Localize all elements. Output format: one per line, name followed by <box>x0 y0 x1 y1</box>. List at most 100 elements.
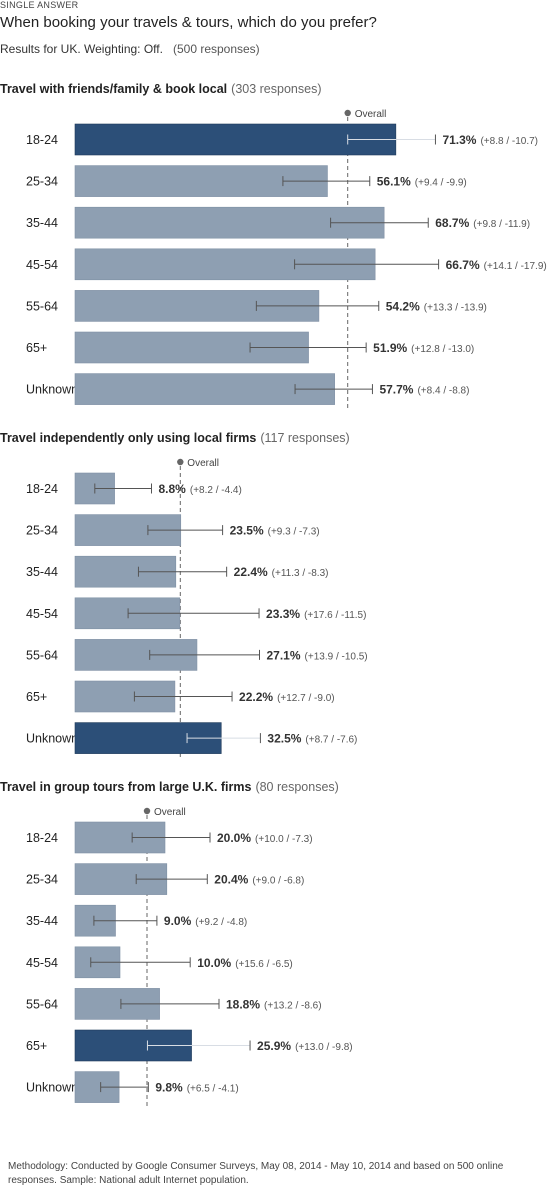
error-bar <box>255 300 380 311</box>
overall-marker-icon <box>143 807 151 815</box>
value-percent: 22.2% <box>239 690 273 704</box>
error-range-label: (+9.0 / -6.8) <box>252 876 304 887</box>
category-label: 45-54 <box>26 258 58 272</box>
value-label: 23.5% (+9.3 / -7.3) <box>230 524 320 538</box>
value-label: 56.1% (+9.4 / -9.9) <box>377 175 467 189</box>
chart-title-text: Travel in group tours from large U.K. fi… <box>0 780 252 794</box>
category-label: 35-44 <box>26 914 58 928</box>
error-bar <box>146 1040 251 1051</box>
question-title: When booking your travels & tours, which… <box>0 14 377 31</box>
value-percent: 20.0% <box>217 831 251 845</box>
category-label: 55-64 <box>26 299 58 313</box>
error-bar <box>149 649 260 660</box>
error-bar <box>186 733 261 744</box>
category-label: 18-24 <box>26 133 58 147</box>
value-percent: 51.9% <box>373 341 407 355</box>
chart-title-text: Travel independently only using local fi… <box>0 431 257 445</box>
error-range-label: (+13.2 / -8.6) <box>264 1000 322 1011</box>
value-percent: 10.0% <box>197 956 231 970</box>
chart-response-count: (117 responses) <box>260 431 350 445</box>
error-range-label: (+8.8 / -10.7) <box>480 136 538 147</box>
error-bar <box>330 217 429 228</box>
value-label: 68.7% (+9.8 / -11.9) <box>435 216 530 230</box>
category-label: Unknown <box>26 732 78 746</box>
overall-label: Overall <box>154 807 186 818</box>
value-label: 66.7% (+14.1 / -17.9) <box>446 258 547 272</box>
error-bar <box>93 915 158 926</box>
category-label: Unknown <box>26 1081 78 1095</box>
bar-chart-1: Overall 18-24 71.3% (+8.8 / -10.7) 25-34 56.1… <box>26 109 547 411</box>
error-range-label: (+17.6 / -11.5) <box>304 610 366 621</box>
overall-marker-icon <box>344 109 351 117</box>
error-bar <box>100 1082 149 1093</box>
value-percent: 23.5% <box>230 524 264 538</box>
value-label: 25.9% (+13.0 / -9.8) <box>257 1039 353 1053</box>
error-bar <box>249 342 367 353</box>
chart-title: Travel with friends/family & book local(… <box>0 82 321 96</box>
error-range-label: (+12.8 / -13.0) <box>411 344 474 355</box>
error-bar <box>137 566 228 577</box>
value-label: 9.8% (+6.5 / -4.1) <box>155 1081 238 1095</box>
value-percent: 25.9% <box>257 1039 291 1053</box>
value-label: 57.7% (+8.4 / -8.8) <box>379 383 469 397</box>
value-percent: 66.7% <box>446 258 480 272</box>
value-label: 9.0% (+9.2 / -4.8) <box>164 914 247 928</box>
error-bar <box>294 384 373 395</box>
chart-response-count: (303 responses) <box>231 82 322 96</box>
error-range-label: (+13.0 / -9.8) <box>295 1042 353 1053</box>
error-bar <box>135 874 208 885</box>
bar-chart-2: Overall 18-24 8.8% (+8.2 / -4.4) 25-34 23.5% (… <box>26 458 368 760</box>
error-bar <box>133 691 233 702</box>
value-percent: 57.7% <box>379 383 413 397</box>
value-label: 20.4% (+9.0 / -6.8) <box>214 873 304 887</box>
error-range-label: (+13.9 / -10.5) <box>305 651 368 662</box>
value-percent: 71.3% <box>442 133 476 147</box>
category-label: 25-34 <box>26 524 58 538</box>
error-range-label: (+12.7 / -9.0) <box>277 693 335 704</box>
error-bar <box>282 176 371 187</box>
value-percent: 54.2% <box>386 299 420 313</box>
error-bar <box>127 608 260 619</box>
value-percent: 18.8% <box>226 997 260 1011</box>
value-label: 32.5% (+8.7 / -7.6) <box>267 732 357 746</box>
error-bar <box>90 957 191 968</box>
category-label: 65+ <box>26 341 47 355</box>
error-range-label: (+15.6 / -6.5) <box>235 959 293 970</box>
error-range-label: (+8.7 / -7.6) <box>305 735 357 746</box>
bar <box>74 863 168 895</box>
results-for-text: Results for UK. Weighting: Off. <box>0 42 163 56</box>
chart-response-count: (80 responses) <box>255 780 339 794</box>
value-label: 22.2% (+12.7 / -9.0) <box>239 690 335 704</box>
overall-marker-icon <box>177 458 184 466</box>
question-type-label: SINGLE ANSWER <box>0 0 79 10</box>
value-label: 54.2% (+13.3 / -13.9) <box>386 299 487 313</box>
bar-chart-3: Overall 18-24 20.0% (+10.0 / -7.3) 25-34 20.4… <box>26 807 353 1109</box>
category-label: 18-24 <box>26 831 58 845</box>
value-percent: 56.1% <box>377 175 411 189</box>
error-range-label: (+8.2 / -4.4) <box>190 485 242 496</box>
total-responses: (500 responses) <box>172 42 260 56</box>
category-label: Unknown <box>26 383 78 397</box>
error-range-label: (+9.2 / -4.8) <box>195 917 247 928</box>
error-range-label: (+11.3 / -8.3) <box>272 568 329 579</box>
chart-title-text: Travel with friends/family & book local <box>0 82 228 96</box>
chart-title: Travel in group tours from large U.K. fi… <box>0 780 339 794</box>
methodology-footer: Methodology: Conducted by Google Consume… <box>8 1161 504 1186</box>
overall-label: Overall <box>187 458 219 469</box>
value-percent: 27.1% <box>267 648 301 662</box>
value-label: 23.3% (+17.6 / -11.5) <box>266 607 366 621</box>
category-label: 25-34 <box>26 873 58 887</box>
category-label: 45-54 <box>26 956 58 970</box>
value-percent: 68.7% <box>435 216 469 230</box>
value-label: 10.0% (+15.6 / -6.5) <box>197 956 293 970</box>
category-label: 65+ <box>26 1039 47 1053</box>
category-label: 45-54 <box>26 607 58 621</box>
category-label: 55-64 <box>26 997 58 1011</box>
error-range-label: (+6.5 / -4.1) <box>187 1084 239 1095</box>
category-label: 55-64 <box>26 648 58 662</box>
error-range-label: (+10.0 / -7.3) <box>255 834 313 845</box>
error-range-label: (+9.4 / -9.9) <box>415 178 467 189</box>
bar-highlighted <box>74 123 397 156</box>
